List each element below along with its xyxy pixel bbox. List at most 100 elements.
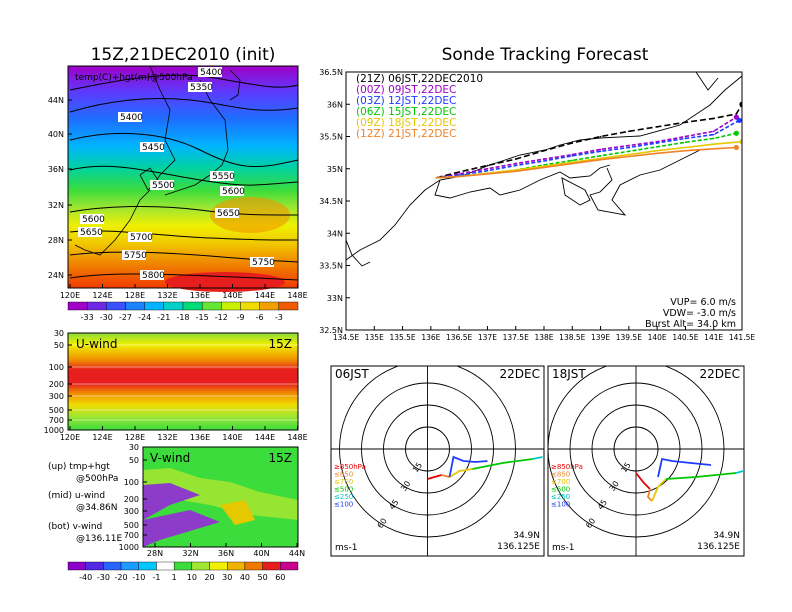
y-tick-label: 100 [49,363,64,372]
colorbar-label: -24 [138,313,151,322]
x-tick-label: 28N [147,549,163,558]
burst-point [739,139,742,145]
vwind-frame [142,446,299,548]
colorbar-label: -3 [275,313,283,322]
track-line [436,132,737,179]
track-point [656,142,658,144]
hodo-level-label: ≥850hPa [334,463,366,471]
y-tick-label: 50 [129,456,139,465]
lat-tick-label: 32N [48,201,64,210]
lon-tick-label: 132E [157,291,177,300]
track-lat-ticks: 36.5N 36N 35.5N 35N 34.5N 34N 33.5N 33N 32.5N [319,68,350,335]
lon-tick-label: 136E [421,333,440,342]
contour-label: 5600 [222,187,245,197]
track-point [543,166,545,169]
contour-line [69,165,299,186]
colorbar-cell [262,561,281,571]
contour-label: 5750 [124,251,147,261]
hodo-time: 06JST [335,367,369,381]
vwind-region [143,468,298,520]
lon-tick-label: 141E [704,333,723,342]
colorbar-cell [106,301,126,311]
vwind-time: 15Z [269,451,293,465]
legend-entry: (12Z) 21JST,22DEC [356,128,456,140]
track-point [458,173,460,175]
x-tick-label: 124E [92,433,112,442]
y-tick-label: 50 [54,341,64,350]
lat-tick-label: 34.5N [319,197,343,206]
colorbar-label: -27 [119,313,132,322]
track-point [735,116,738,118]
hodo-trace [635,472,651,490]
colorbar-cell [221,301,241,311]
track-point [543,158,545,160]
colorbar-label: 10 [187,573,197,582]
track-point [656,152,658,155]
warm-region [210,197,290,233]
map-label: temp(C)+hgt(m)@500hPa [75,73,193,83]
colorbar-cell [125,301,145,311]
uwind-time: 15Z [269,337,293,351]
contour-line [69,74,299,91]
colorbar-label: 60 [275,573,285,582]
track-point [543,160,545,162]
left-title: 15Z,21DEC2010 (init) [91,45,276,65]
contour-line [69,205,299,216]
colorbar-cell [144,301,165,311]
colorbar-cell [278,301,299,311]
lon-tick-label: 124E [92,291,112,300]
hodo-trace [657,457,712,478]
lon-tick-label: 137.5E [503,333,529,342]
contour-label: 5400 [200,68,223,78]
contour-label: 5450 [142,143,165,153]
coastline-path [561,177,591,206]
colorbar-label: -20 [115,573,128,582]
hodo-trace [735,469,744,474]
note-line: (up) tmp+hgt [48,462,110,472]
track-point [628,144,630,147]
contour-label: 5400 [120,113,143,123]
y-tick-label: 200 [124,495,139,504]
track-point [486,169,489,172]
colorbar-cell [240,301,260,311]
x-tick-label: 132E [157,433,177,442]
colorbar-label: -10 [132,573,145,582]
track-background [346,72,742,330]
legend-entry: (09Z) 18JST,22DEC [356,117,456,129]
lat-tick-label: 36N [48,165,64,174]
colorbar-label: -6 [256,313,264,322]
colorbar-cell [86,301,107,311]
lat-tick-label: 32.5N [319,326,343,335]
map-lat-ticks: 44N 40N 36N 32N 28N 24N [48,96,72,280]
vwind-label: V-wind [150,451,190,465]
hodo-trace [665,472,737,480]
x-tick-label: 44N [289,549,305,558]
track-point [543,149,545,152]
map-lon-ticks: 120E 124E 128E 132E 136E 140E 144E 148E [60,284,308,300]
hodo-unit: ms-1 [335,543,357,553]
coastline-path [229,69,241,101]
track-point [543,165,545,167]
track-point [628,153,630,156]
colorbar-cell [156,561,175,571]
track-point [435,176,438,179]
lat-tick-label: 33.5N [319,262,343,271]
track-point [486,167,489,170]
track-point [738,119,740,122]
contour-label: 5350 [190,83,213,93]
track-point [599,158,602,161]
colorbar-label: -40 [79,573,92,582]
lon-tick-label: 136.5E [446,333,472,342]
hodo-trace [441,474,450,478]
colorbar-cell [163,301,184,311]
hodo-unit: ms-1 [552,543,574,553]
coastline-path [346,75,742,261]
track-point [514,170,517,173]
contour-label: 5650 [80,228,103,238]
colorbar-cell [280,561,299,571]
track-point [656,149,658,152]
